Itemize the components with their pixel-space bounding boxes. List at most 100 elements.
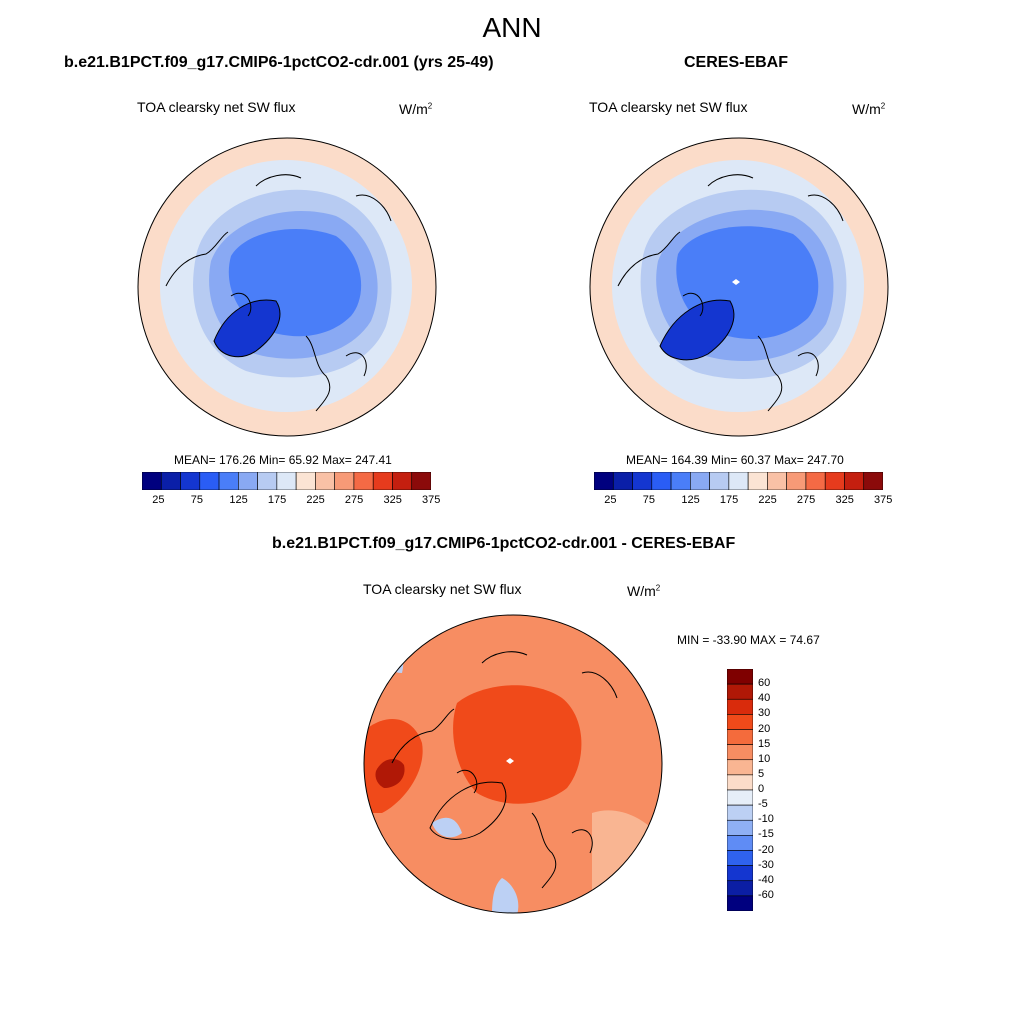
colorbar-swatch bbox=[180, 472, 201, 490]
colorbar-swatch bbox=[727, 744, 753, 761]
colorbar-swatch bbox=[728, 472, 749, 490]
colorbar-tick-label: 125 bbox=[681, 494, 700, 506]
coastline bbox=[165, 174, 392, 412]
colorbar-tick-label: -30 bbox=[758, 858, 774, 871]
colorbar-tick-label: 275 bbox=[796, 494, 816, 506]
colorbar-swatch bbox=[411, 472, 431, 490]
colorbar-tick-label: 375 bbox=[874, 494, 893, 506]
colorbar-swatch bbox=[594, 472, 614, 490]
colorbar-tick-label: 325 bbox=[383, 494, 402, 506]
colorbar-swatch bbox=[747, 472, 768, 490]
panel-2-units: W/m2 bbox=[852, 101, 886, 117]
panel-1-colorbar bbox=[142, 472, 431, 490]
colorbar-tick-label: -15 bbox=[758, 828, 774, 841]
colorbar-swatch bbox=[276, 472, 297, 490]
colorbar-swatch bbox=[727, 850, 753, 866]
panel-1-variable: TOA clearsky net SW flux bbox=[137, 99, 296, 115]
colorbar-swatch bbox=[670, 472, 691, 490]
colorbar-swatch bbox=[727, 698, 753, 715]
colorbar-tick-label: 5 bbox=[758, 767, 765, 780]
colorbar-swatch bbox=[727, 714, 753, 730]
colorbar-swatch bbox=[727, 804, 753, 821]
colorbar-swatch bbox=[863, 472, 883, 490]
colorbar-tick-label: -60 bbox=[758, 888, 774, 901]
panel-3-variable: TOA clearsky net SW flux bbox=[363, 581, 522, 597]
colorbar-swatch bbox=[295, 472, 316, 490]
colorbar-tick-label: 60 bbox=[758, 677, 771, 690]
greenland-outline bbox=[659, 299, 735, 361]
colorbar-swatch bbox=[727, 683, 753, 700]
colorbar-tick-label: -10 bbox=[758, 813, 774, 826]
colorbar-swatch bbox=[612, 472, 633, 490]
colorbar-swatch bbox=[392, 472, 413, 490]
colorbar-swatch bbox=[727, 774, 753, 791]
colorbar-tick-label: 325 bbox=[835, 494, 854, 506]
colorbar-tick-label: -40 bbox=[758, 873, 774, 886]
colorbar-tick-label: 125 bbox=[229, 494, 248, 506]
colorbar-swatch bbox=[727, 865, 753, 882]
colorbar-tick-label: 75 bbox=[190, 494, 204, 506]
panel-1-units: W/m2 bbox=[399, 101, 433, 117]
colorbar-swatch bbox=[690, 472, 710, 490]
colorbar-tick-label: 275 bbox=[344, 494, 364, 506]
coastline bbox=[391, 651, 618, 889]
colorbar-tick-label: 225 bbox=[758, 494, 777, 506]
colorbar-swatch bbox=[218, 472, 239, 490]
panel-2-stats: MEAN= 164.39 Min= 60.37 Max= 247.70 bbox=[626, 453, 844, 467]
panel-3-colorbar-labels: 60 40 30 20 15 10 5 0 -5 -10 -15 -20 -30 -40 -60 bbox=[758, 669, 798, 911]
colorbar-tick-label: 175 bbox=[267, 494, 287, 506]
coastline bbox=[617, 174, 844, 412]
panel-2-case-title: CERES-EBAF bbox=[684, 54, 789, 71]
panel-2-colorbar bbox=[594, 472, 883, 490]
map-fill bbox=[612, 632, 641, 659]
colorbar-tick-label: 175 bbox=[719, 494, 739, 506]
panel-3-stats: MIN = -33.90 MAX = 74.67 bbox=[677, 633, 820, 647]
colorbar-tick-label: 10 bbox=[758, 752, 771, 765]
colorbar-tick-label: 225 bbox=[306, 494, 325, 506]
panel-3-units: W/m2 bbox=[627, 583, 661, 599]
colorbar-tick-label: 20 bbox=[758, 722, 771, 735]
colorbar-swatch bbox=[727, 789, 753, 806]
colorbar-swatch bbox=[727, 835, 753, 851]
colorbar-swatch bbox=[315, 472, 335, 490]
colorbar-swatch bbox=[727, 729, 753, 745]
colorbar-swatch bbox=[632, 472, 653, 490]
panel-3-case-title: b.e21.B1PCT.f09_g17.CMIP6-1pctCO2-cdr.00… bbox=[272, 535, 736, 552]
colorbar-swatch bbox=[142, 472, 162, 490]
colorbar-tick-label: 75 bbox=[642, 494, 656, 506]
colorbar-swatch bbox=[727, 880, 753, 897]
pole-marker bbox=[506, 758, 514, 764]
colorbar-swatch bbox=[727, 895, 753, 911]
colorbar-swatch bbox=[727, 819, 753, 836]
panel-1-colorbar-ticks: 25 75 125 175 225 275 325 375 bbox=[142, 494, 440, 508]
panel-1-stats: MEAN= 176.26 Min= 65.92 Max= 247.41 bbox=[174, 453, 392, 467]
panel-3-polar-map bbox=[363, 614, 663, 914]
colorbar-tick-label: 0 bbox=[758, 783, 765, 795]
colorbar-swatch bbox=[727, 759, 753, 776]
colorbar-swatch bbox=[805, 472, 826, 490]
panel-3-colorbar bbox=[727, 669, 753, 911]
map-fill bbox=[660, 300, 734, 360]
map-fill bbox=[214, 300, 280, 357]
colorbar-swatch bbox=[709, 472, 730, 490]
colorbar-swatch bbox=[257, 472, 278, 490]
colorbar-swatch bbox=[372, 472, 393, 490]
colorbar-swatch bbox=[727, 669, 753, 685]
panel-1-polar-map bbox=[137, 137, 437, 437]
map-fill bbox=[375, 759, 405, 788]
panel-1-case-title: b.e21.B1PCT.f09_g17.CMIP6-1pctCO2-cdr.00… bbox=[64, 54, 494, 71]
colorbar-swatch bbox=[160, 472, 181, 490]
colorbar-tick-label: -20 bbox=[758, 843, 774, 856]
colorbar-swatch bbox=[786, 472, 807, 490]
colorbar-tick-label: 40 bbox=[758, 692, 771, 705]
greenland-outline bbox=[429, 781, 507, 840]
pole-marker bbox=[732, 279, 740, 285]
colorbar-swatch bbox=[334, 472, 355, 490]
colorbar-tick-label: 15 bbox=[758, 737, 771, 750]
colorbar-tick-label: 25 bbox=[604, 494, 617, 506]
colorbar-swatch bbox=[767, 472, 787, 490]
map-fill bbox=[453, 685, 582, 804]
colorbar-swatch bbox=[824, 472, 845, 490]
panel-2-colorbar-ticks: 25 75 125 175 225 275 325 375 bbox=[594, 494, 892, 508]
colorbar-swatch bbox=[199, 472, 220, 490]
